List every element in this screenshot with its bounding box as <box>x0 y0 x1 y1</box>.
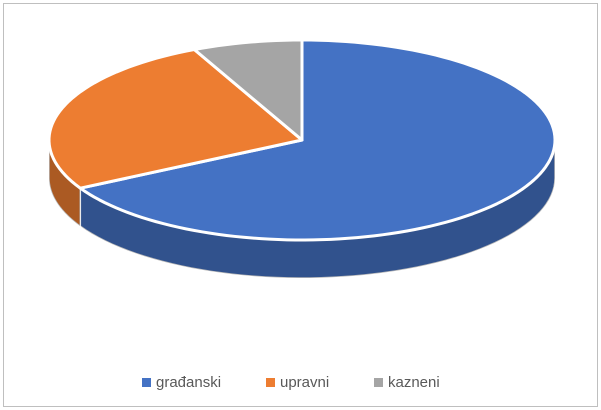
pie-slice <box>78 38 557 242</box>
legend-swatch <box>142 378 151 387</box>
legend-label: građanski <box>156 374 221 391</box>
legend-label: upravni <box>280 374 329 391</box>
legend-label: kazneni <box>388 374 440 391</box>
pie-side-shade <box>80 140 556 278</box>
pie-side-shade <box>49 140 81 227</box>
pie-slice <box>192 38 304 142</box>
legend-swatch <box>374 378 383 387</box>
legend-swatch <box>266 378 275 387</box>
pie-slice <box>47 48 304 190</box>
